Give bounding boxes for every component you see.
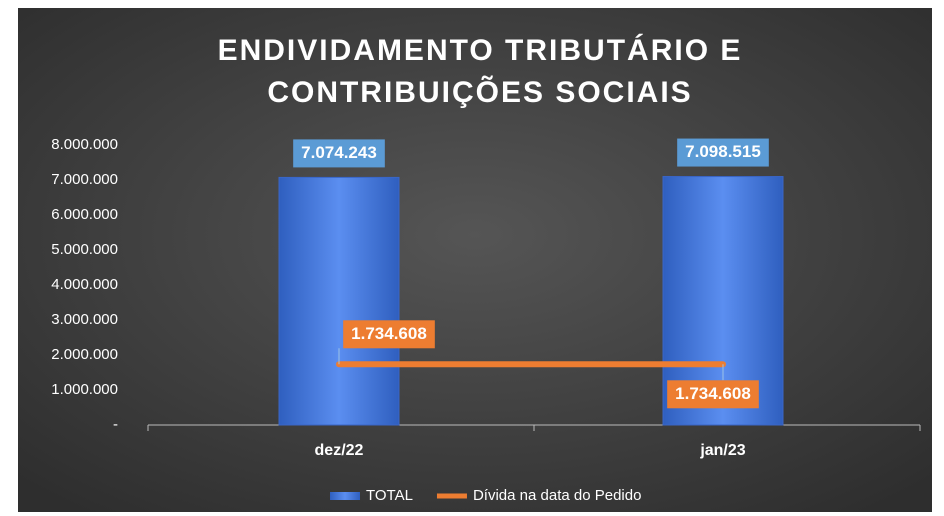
data-label-box [677,138,769,167]
y-tick-label: 6.000.000 [51,206,118,223]
chart-title: ENDIVIDAMENTO TRIBUTÁRIO E [218,33,743,67]
data-label: 7.098.515 [685,142,761,161]
data-label-box [667,380,759,409]
legend-swatch [330,492,360,500]
data-label-box [293,139,385,168]
x-tick-label: jan/23 [699,442,745,459]
legend-label: Dívida na data do Pedido [473,487,641,504]
y-tick-label: 3.000.000 [51,311,118,328]
x-tick-label: dez/22 [315,442,364,459]
data-label: 1.734.608 [675,384,751,403]
y-tick-label: 8.000.000 [51,136,118,153]
bar [278,176,400,426]
y-tick-label: 1.000.000 [51,381,118,398]
y-tick-label: - [113,416,118,433]
data-label: 1.734.608 [351,324,427,343]
data-label-box [343,320,435,349]
y-tick-label: 2.000.000 [51,346,118,363]
chart-title: CONTRIBUIÇÕES SOCIAIS [267,75,692,109]
y-tick-label: 7.000.000 [51,171,118,188]
data-label: 7.074.243 [301,143,377,162]
legend-label: TOTAL [366,487,413,504]
y-tick-label: 4.000.000 [51,276,118,293]
y-tick-label: 5.000.000 [51,241,118,258]
